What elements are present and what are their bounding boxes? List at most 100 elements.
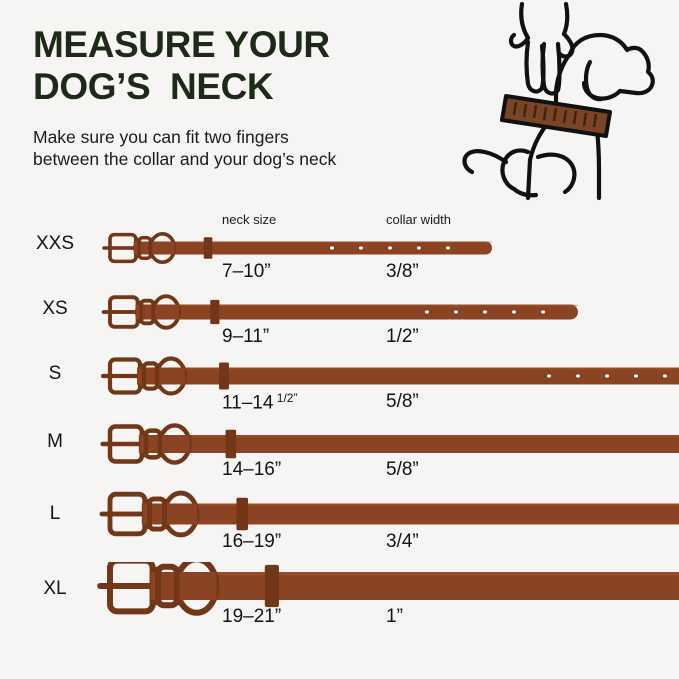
collar-hole: [452, 309, 460, 315]
collar-strap-under-loops: [133, 241, 175, 255]
collar-width-value: 1/2”: [386, 325, 419, 347]
collar-hole: [328, 245, 336, 251]
collar-width-value: 5/8”: [386, 390, 419, 412]
collar-hole: [386, 245, 394, 251]
collar-strap-highlight: [141, 503, 679, 507]
hand-knuckle: [557, 31, 575, 59]
collar-slider-tab: [236, 497, 249, 531]
collar-hole: [574, 373, 582, 379]
neck-size-value: 7–10”: [222, 260, 271, 282]
collar-strap-highlight: [149, 572, 679, 576]
collar-strap-highlight: [138, 435, 679, 438]
dog-illustration-svg: [462, 1, 655, 201]
collar-d-ring: [154, 356, 188, 396]
collar-keeper-loop: [139, 298, 156, 326]
collar-strap: [132, 241, 493, 255]
size-label-s: S: [48, 362, 62, 384]
neck-size-value: 14–16”: [222, 459, 282, 480]
hand-finger-2: [540, 41, 562, 96]
collar-strap-highlight: [132, 241, 493, 244]
title-line-2: DOG’S NECK: [33, 66, 274, 107]
dog-haunch: [500, 148, 531, 192]
buckle-prong: [110, 583, 153, 589]
size-label-xl: XL: [43, 578, 67, 599]
neck-size-value: 9–11”: [222, 325, 270, 347]
collar-d-ring: [157, 423, 192, 465]
collar-width-value: 1”: [386, 606, 403, 627]
buckle-prong: [110, 441, 142, 447]
neck-size-fraction: 1/2”: [273, 390, 298, 405]
collar-hole: [357, 245, 365, 251]
collar-strap-under-loops: [138, 367, 185, 385]
buckle-prong: [110, 373, 140, 379]
size-label-xxs: XXS: [35, 232, 75, 254]
collar-hole: [539, 309, 547, 315]
subtitle-line-2: between the collar and your dog’s neck: [33, 149, 337, 169]
hand-thumb: [508, 32, 531, 49]
ruler-body: [500, 94, 612, 138]
buckle-frame: [107, 562, 156, 615]
collar-hole: [510, 309, 518, 315]
column-header-collar-width: collar width: [386, 212, 452, 227]
dog-belly: [535, 152, 577, 195]
collar-strap-highlight: [137, 367, 679, 370]
size-label-l: L: [49, 502, 61, 524]
collar-hole: [481, 309, 489, 315]
collar-slider-tab: [264, 564, 279, 608]
collar-hole: [545, 373, 553, 379]
collar-d-ring: [162, 490, 200, 538]
buckle-frame: [108, 232, 138, 264]
collar-keeper-loop: [155, 563, 180, 609]
collar-strap-under-loops: [142, 503, 197, 525]
ruler-ticks: [512, 101, 598, 128]
collar-d-ring: [173, 562, 220, 616]
buckle-prong: [110, 246, 136, 250]
collar-strap: [137, 367, 679, 385]
collar-hole: [415, 245, 423, 251]
collar-slider-tab: [225, 429, 237, 459]
collar-hole: [661, 373, 669, 379]
neck-size-value: 19–21”: [222, 606, 282, 627]
collar-keeper-loop: [137, 235, 153, 261]
collar-strap-under-loops: [139, 435, 190, 453]
collar-strap: [134, 304, 578, 320]
collar-width-value: 3/8”: [386, 260, 419, 282]
neck-size-value: 11–14 1/2”: [222, 390, 298, 414]
ruler-icon: [500, 94, 612, 138]
subtitle-line-1: Make sure you can fit two fingers: [33, 127, 289, 147]
size-label-m: M: [47, 431, 63, 452]
collar-hole: [423, 309, 431, 315]
buckle-frame: [108, 295, 140, 329]
dog-tail: [462, 149, 509, 175]
collar-strap-under-loops: [150, 572, 217, 600]
buckle-prong: [110, 310, 138, 314]
collar-keeper-loop: [147, 496, 167, 532]
hand-wrist-left: [519, 1, 531, 41]
page-subtitle: Make sure you can fit two fingers betwee…: [33, 126, 463, 170]
title-line-1: MEASURE YOUR: [33, 24, 330, 65]
dog-ear: [583, 59, 604, 102]
collar-width-value: 3/4”: [386, 530, 419, 552]
page-title: MEASURE YOUR DOG’S NECK: [33, 24, 463, 108]
collar-d-ring: [151, 294, 181, 330]
collar-strap: [138, 435, 679, 453]
collar-strap-highlight: [134, 304, 578, 307]
column-header-neck-size: neck size: [222, 212, 277, 227]
collar-strap: [149, 572, 679, 600]
dog-head-outline: [567, 32, 655, 96]
size-label-xs: XS: [42, 297, 68, 319]
dog-measure-illustration: [462, 1, 678, 202]
buckle-frame: [107, 424, 145, 464]
collar-keeper-loop: [143, 428, 163, 460]
collar-hole: [603, 373, 611, 379]
collar-d-ring: [148, 231, 177, 265]
collar-strap-under-loops: [135, 304, 179, 320]
collar-hole: [444, 245, 452, 251]
collar-slider-tab: [219, 362, 229, 390]
buckle-prong: [110, 511, 145, 517]
collar-keeper-loop: [141, 361, 160, 391]
collar-slider-tab: [210, 299, 220, 325]
hand-wrist-right: [561, 1, 570, 37]
buckle-frame: [107, 491, 148, 537]
neck-size-value: 16–19”: [222, 530, 282, 552]
